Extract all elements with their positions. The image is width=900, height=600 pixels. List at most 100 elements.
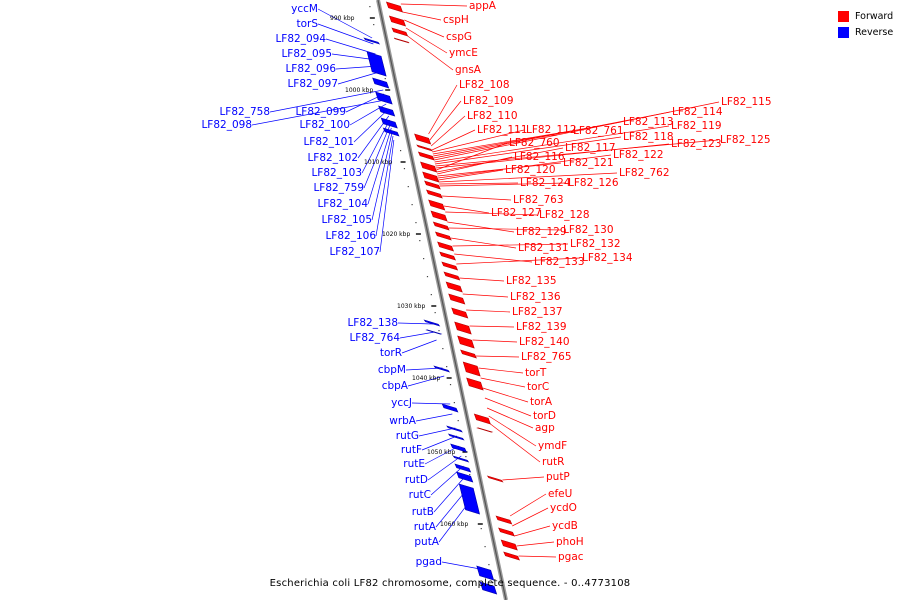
reverse-leader — [418, 427, 456, 437]
minor-tick — [415, 222, 417, 224]
minor-tick — [403, 168, 406, 170]
forward-leader — [482, 387, 529, 403]
reverse-leader — [401, 339, 437, 354]
minor-tick — [373, 24, 375, 26]
forward-gene-label: ymcE — [449, 47, 478, 59]
forward-gene-feature — [424, 180, 441, 190]
reverse-gene-feature — [378, 105, 396, 117]
minor-tick — [453, 402, 455, 404]
legend-reverse: Reverse — [838, 24, 893, 40]
forward-gene-feature — [414, 133, 432, 145]
reverse-gene-label: rutE — [403, 458, 425, 470]
forward-gene-feature — [420, 161, 438, 173]
scale-tick-label: 1030 kbp — [397, 303, 425, 310]
forward-leader — [516, 541, 555, 547]
forward-gene-label: LF82_116 — [514, 151, 565, 163]
reverse-gene-label: wrbA — [389, 415, 417, 427]
reverse-gene-label: LF82_764 — [349, 332, 400, 344]
forward-leader — [434, 101, 720, 161]
forward-leader — [435, 139, 719, 167]
legend-forward-label: Forward — [855, 10, 894, 22]
forward-gene-label: ymdF — [538, 440, 567, 452]
forward-gene-label: pgac — [558, 551, 584, 563]
forward-leader — [480, 377, 526, 388]
forward-gene-feature — [457, 335, 475, 349]
forward-gene-label: LF82_136 — [510, 291, 561, 303]
forward-gene-feature — [430, 210, 448, 222]
minor-tick — [442, 348, 444, 350]
minor-tick — [369, 6, 371, 8]
reverse-gene-feature — [382, 127, 400, 137]
reverse-gene-feature — [366, 51, 387, 77]
reverse-gene-feature — [372, 77, 390, 89]
forward-gene-label: LF82_118 — [623, 131, 674, 143]
gene-labels: yccM torS LF82_094 LF82_095 LF82_096 LF82_097… — [201, 0, 771, 568]
scale-tick-label: 1010 kbp — [364, 159, 392, 166]
forward-leader — [484, 397, 532, 417]
forward-gene-label: LF82_111 — [477, 124, 528, 136]
reverse-gene-label: LF82_759 — [313, 182, 364, 194]
reverse-gene-label: LF82_097 — [287, 78, 338, 90]
forward-leader — [402, 11, 442, 21]
minor-tick — [469, 474, 471, 476]
scale-tick-label: 990 kbp — [330, 15, 355, 22]
forward-gene-label: ycdB — [552, 520, 578, 532]
reverse-leader — [415, 413, 453, 422]
reverse-gene-label: LF82_094 — [275, 33, 326, 45]
forward-gene-label: LF82_132 — [570, 238, 621, 250]
forward-leader — [435, 143, 670, 169]
forward-gene-label: LF82_762 — [619, 167, 670, 179]
reverse-leader — [379, 139, 395, 253]
forward-gene-feature — [434, 231, 452, 241]
forward-leader — [462, 293, 509, 298]
forward-leader — [450, 237, 517, 249]
forward-leader — [459, 277, 505, 282]
forward-gene-label: agp — [535, 422, 555, 434]
reverse-gene-label: rutD — [405, 474, 428, 486]
forward-gene-feature — [416, 144, 433, 152]
forward-gene-feature — [432, 221, 450, 231]
reverse-gene-feature — [454, 463, 472, 473]
reverse-gene-feature — [452, 455, 470, 463]
minor-tick — [434, 312, 436, 314]
forward-gene-feature — [393, 37, 410, 44]
minor-tick — [419, 240, 421, 242]
forward-leader — [439, 182, 567, 187]
forward-leader — [445, 211, 538, 216]
reverse-gene-label: LF82_100 — [299, 119, 350, 131]
forward-leader — [407, 35, 454, 71]
reverse-gene-label: rutC — [409, 489, 431, 501]
forward-gene-feature — [503, 551, 520, 561]
forward-gene-label: putP — [546, 471, 570, 483]
reverse-gene-label: cbpA — [382, 380, 409, 392]
minor-tick — [484, 546, 486, 548]
reverse-gene-label: torS — [296, 18, 318, 30]
forward-leader — [472, 339, 518, 343]
reverse-gene-feature — [363, 37, 381, 45]
forward-leader — [478, 367, 524, 374]
forward-gene-label: LF82_127 — [491, 207, 542, 219]
forward-leader — [400, 3, 468, 7]
forward-gene-feature — [445, 281, 463, 293]
minor-tick — [449, 384, 452, 386]
minor-tick — [488, 564, 490, 566]
minor-tick — [430, 294, 432, 296]
reverse-gene-label: LF82_095 — [281, 48, 332, 60]
reverse-leader — [430, 465, 464, 496]
forward-gene-label: torD — [533, 410, 556, 422]
reverse-leader — [367, 127, 392, 205]
forward-gene-label: LF82_110 — [467, 110, 518, 122]
forward-gene-label: LF82_135 — [506, 275, 557, 287]
reverse-leader — [337, 71, 380, 85]
forward-leader — [436, 142, 508, 171]
forward-gene-label: cspG — [446, 31, 472, 43]
forward-gene-label: LF82_137 — [512, 306, 563, 318]
forward-gene-feature — [385, 1, 404, 13]
forward-gene-label: LF82_126 — [568, 177, 619, 189]
forward-leader — [405, 27, 448, 54]
forward-gene-feature — [473, 413, 491, 425]
forward-leader — [430, 115, 466, 147]
forward-gene-feature — [443, 271, 461, 281]
reverse-gene-feature — [476, 565, 495, 581]
forward-gene-feature — [500, 539, 518, 551]
